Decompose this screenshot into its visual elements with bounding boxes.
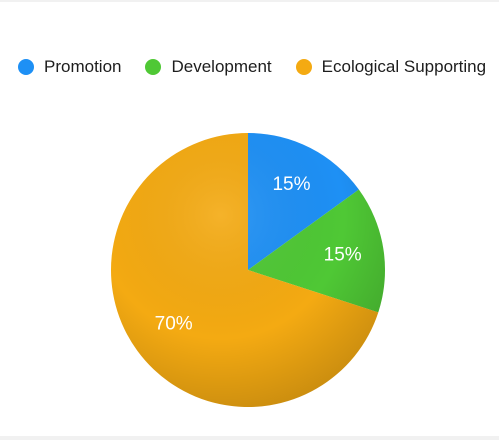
slice-label-promotion: 15%	[272, 174, 310, 195]
legend: Promotion Development Ecological Support…	[18, 56, 486, 78]
legend-item-development[interactable]: Development	[145, 57, 272, 77]
legend-item-ecological-supporting[interactable]: Ecological Supporting	[295, 57, 487, 77]
legend-label-promotion: Promotion	[44, 57, 122, 76]
legend-marker-ecological-supporting	[295, 59, 312, 75]
legend-item-promotion[interactable]: Promotion	[18, 57, 121, 77]
slice-label-development: 15%	[324, 245, 362, 266]
legend-label-ecological-supporting: Ecological Supporting	[321, 57, 487, 76]
legend-label-development: Development	[171, 57, 272, 76]
legend-marker-development	[145, 59, 162, 75]
slice-label-ecological-supporting: 70%	[155, 314, 193, 335]
legend-marker-promotion	[18, 59, 34, 75]
